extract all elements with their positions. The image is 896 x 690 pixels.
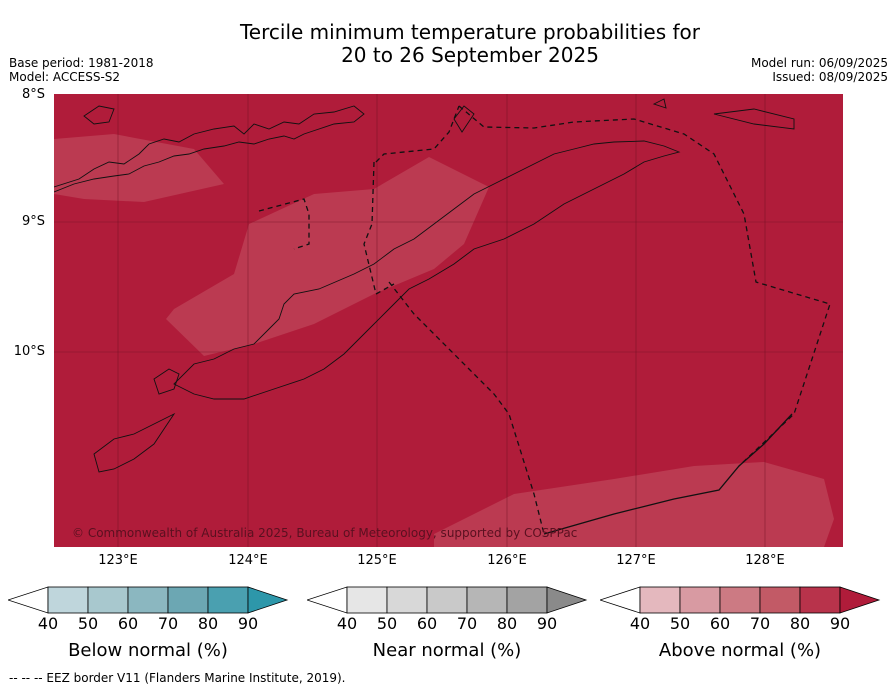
issued-date: Issued: 08/09/2025 xyxy=(772,70,888,84)
near-colorbar-swatch xyxy=(386,586,428,614)
near-colorbar-swatch xyxy=(346,586,388,614)
above-colorbar-swatch xyxy=(719,586,761,614)
colorbar-near-arrow xyxy=(546,586,588,614)
prob-region-lighter-2 xyxy=(166,157,489,356)
below-colorbar-swatch xyxy=(47,586,89,614)
base-period: Base period: 1981-2018 xyxy=(9,56,154,70)
near-colorbar-swatch xyxy=(426,586,468,614)
map-gridlines xyxy=(54,94,843,547)
lat-label-10s: 10°S xyxy=(13,344,45,359)
meta-right: Model run: 06/09/2025 Issued: 08/09/2025 xyxy=(751,56,888,84)
below-colorbar-swatch xyxy=(87,586,129,614)
below-tick: 80 xyxy=(197,614,219,633)
near-tick: 70 xyxy=(456,614,478,633)
above-tick: 80 xyxy=(789,614,811,633)
eez-border-solid xyxy=(543,413,793,535)
lon-label-125e: 125°E xyxy=(357,553,397,568)
model-run: Model run: 06/09/2025 xyxy=(750,56,888,70)
above-colorbar-swatch xyxy=(799,586,841,614)
map-title-line2: 20 to 26 September 2025 xyxy=(341,43,599,67)
lon-label-123e: 123°E xyxy=(98,553,138,568)
near-tick: 90 xyxy=(536,614,558,633)
colorbar-below-title: Below normal (%) xyxy=(68,640,228,661)
lon-label-126e: 126°E xyxy=(487,553,527,568)
eez-borders xyxy=(258,105,831,535)
below-colorbar-swatch xyxy=(127,586,169,614)
map-title-line1: Tercile minimum temperature probabilitie… xyxy=(239,20,701,44)
lon-label-128e: 128°E xyxy=(745,553,785,568)
below-tick: 60 xyxy=(117,614,139,633)
colorbar-near-title: Near normal (%) xyxy=(372,640,522,661)
above-colorbar-swatch xyxy=(679,586,721,614)
below-colorbar-swatch xyxy=(167,586,209,614)
below-tick: 70 xyxy=(157,614,179,633)
meta-left: Base period: 1981-2018 Model: ACCESS-S2 xyxy=(9,56,154,84)
colorbar-below xyxy=(8,586,289,614)
above-tick: 90 xyxy=(829,614,851,633)
lat-label-8s: 8°S xyxy=(21,87,45,102)
eez-footer-note: -- -- -- EEZ border V11 (Flanders Marine… xyxy=(9,671,346,685)
lat-label-9s: 9°S xyxy=(21,214,45,229)
probability-map: © Commonwealth of Australia 2025, Bureau… xyxy=(54,94,843,547)
prob-region-lighter-1 xyxy=(54,134,224,202)
lon-label-124e: 124°E xyxy=(228,553,268,568)
below-tick: 40 xyxy=(37,614,59,633)
colorbar-above xyxy=(600,586,881,614)
prob-region-lighter-3 xyxy=(434,462,834,547)
coastlines xyxy=(54,98,795,473)
near-tick: 60 xyxy=(416,614,438,633)
colorbar-above-title: Above normal (%) xyxy=(658,640,822,661)
near-colorbar-swatch xyxy=(506,586,548,614)
below-tick: 90 xyxy=(237,614,259,633)
above-tick: 70 xyxy=(749,614,771,633)
above-tick: 40 xyxy=(629,614,651,633)
model-name: Model: ACCESS-S2 xyxy=(9,70,121,84)
near-tick: 80 xyxy=(496,614,518,633)
above-colorbar-swatch xyxy=(639,586,681,614)
above-tick: 50 xyxy=(669,614,691,633)
colorbar-below-arrow xyxy=(247,586,289,614)
near-colorbar-swatch xyxy=(466,586,508,614)
above-colorbar-swatch xyxy=(759,586,801,614)
near-tick: 40 xyxy=(336,614,358,633)
colorbar-near xyxy=(307,586,588,614)
above-tick: 60 xyxy=(709,614,731,633)
lon-label-127e: 127°E xyxy=(616,553,656,568)
below-colorbar-swatch xyxy=(207,586,249,614)
below-tick: 50 xyxy=(77,614,99,633)
copyright-text: © Commonwealth of Australia 2025, Bureau… xyxy=(72,526,577,540)
near-tick: 50 xyxy=(376,614,398,633)
colorbar-above-arrow xyxy=(839,586,881,614)
